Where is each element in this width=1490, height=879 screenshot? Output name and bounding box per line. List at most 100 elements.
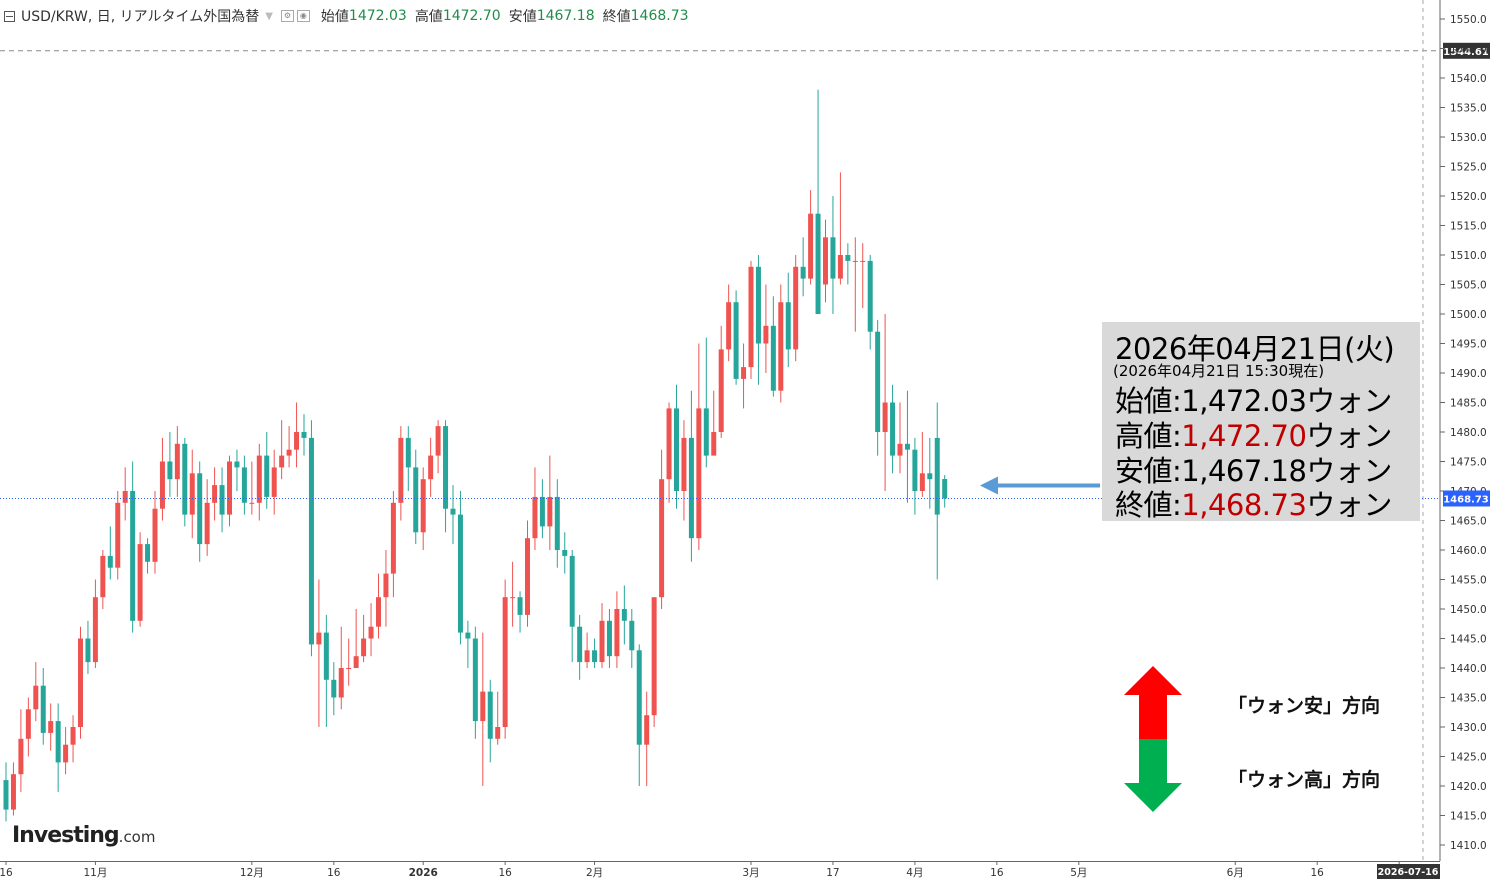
up-arrow	[1124, 666, 1182, 739]
candle-body	[525, 538, 530, 615]
candle-body	[25, 709, 31, 739]
x-tick-label: 5月	[1070, 867, 1087, 879]
info-high-label: 高値:	[1115, 419, 1182, 453]
y-tick-label: 1515.0	[1450, 221, 1487, 233]
x-tick-label: 2026	[409, 867, 438, 879]
y-tick-label: 1520.0	[1450, 191, 1487, 203]
candle-body	[644, 715, 650, 745]
investing-logo: Investing.com	[12, 823, 155, 848]
menu-icon[interactable]	[4, 10, 15, 22]
candle-body	[547, 496, 553, 527]
candle-body	[606, 620, 612, 657]
x-tick-label: 16	[0, 867, 13, 879]
candle-body	[674, 408, 679, 491]
ref-level-value: 1544.61	[1443, 47, 1489, 58]
candle-body	[308, 437, 314, 645]
candle-body	[10, 774, 16, 810]
candle-body	[539, 496, 545, 527]
candle-body	[718, 349, 724, 432]
candle-body	[584, 650, 590, 663]
candle-body	[629, 620, 635, 651]
eye-icon[interactable]: ◉	[296, 10, 310, 22]
candle-body	[405, 437, 411, 468]
y-tick-label: 1475.0	[1450, 457, 1487, 469]
candle-body	[867, 260, 873, 332]
candle-body	[897, 443, 903, 456]
candle-body	[353, 656, 359, 668]
y-tick-label: 1455.0	[1450, 575, 1487, 587]
candle-body	[63, 744, 69, 763]
settings-icon[interactable]: ⚙	[280, 10, 294, 22]
candle-body	[741, 367, 747, 379]
candle-body	[435, 426, 441, 456]
info-unit: ウォン	[1306, 419, 1392, 453]
candle-body	[271, 467, 277, 497]
candle-body	[726, 302, 732, 350]
candle-body	[800, 266, 806, 279]
high-value: 1472.70	[442, 8, 501, 24]
y-tick-label: 1510.0	[1450, 250, 1487, 262]
y-tick-label: 1525.0	[1450, 162, 1487, 174]
pointer-arrow	[980, 476, 1100, 495]
candle-body	[227, 461, 232, 515]
candle-body	[808, 213, 814, 279]
candle-body	[465, 632, 471, 639]
candle-body	[301, 432, 307, 438]
price-axis[interactable]: 1410.0 1415.0 1420.0 1425.0 1430.0 1435.0 1440…	[1440, 14, 1487, 852]
time-axis[interactable]: 1611月12月162026162月3月174月165月6月167月2026-0…	[0, 0, 1440, 879]
logo-brand: Investing	[12, 823, 120, 848]
candle-body	[763, 325, 769, 344]
candle-body	[569, 555, 575, 627]
x-end-label: 2026-07-16	[1378, 867, 1439, 878]
candle-body	[793, 266, 799, 350]
y-tick-label: 1410.0	[1450, 840, 1487, 852]
info-high-row: 高値:1,472.70ウォン	[1115, 413, 1392, 455]
candle-body	[837, 255, 843, 279]
candle-body	[212, 485, 218, 503]
y-tick-label: 1550.0	[1450, 14, 1487, 26]
chevron-down-icon[interactable]: ▼	[265, 10, 273, 22]
x-tick-label: 12月	[240, 867, 264, 879]
y-tick-label: 1450.0	[1450, 604, 1487, 616]
x-tick-label: 6月	[1227, 867, 1244, 879]
candle-body	[137, 544, 143, 621]
candle-body	[651, 597, 657, 716]
y-tick-label: 1415.0	[1450, 811, 1487, 823]
candle-body	[860, 260, 866, 262]
candle-body	[204, 502, 210, 545]
y-tick-label: 1480.0	[1450, 427, 1487, 439]
candle-body	[70, 727, 76, 745]
candle-body	[122, 491, 128, 503]
candles	[3, 89, 948, 822]
candle-body	[934, 437, 940, 515]
symbol-label[interactable]: USD/KRW, 日, リアルタイム外国為替	[21, 9, 260, 25]
candle-body	[92, 597, 98, 663]
candle-body	[264, 455, 270, 497]
candle-body	[219, 485, 225, 515]
candle-body	[532, 496, 538, 539]
candle-body	[882, 402, 888, 432]
candle-body	[383, 573, 389, 598]
candle-body	[592, 650, 598, 663]
candle-body	[182, 443, 188, 515]
candle-body	[450, 508, 456, 515]
low-value: 1467.18	[536, 8, 595, 24]
candle-body	[361, 638, 367, 657]
candle-body	[152, 508, 158, 562]
x-tick-label: 4月	[906, 867, 923, 879]
candle-body	[159, 461, 165, 509]
candle-body	[755, 266, 761, 344]
pointer-arrow-head	[980, 476, 998, 495]
candle-body	[472, 638, 478, 722]
y-tick-label: 1460.0	[1450, 545, 1487, 557]
candle-body	[815, 213, 821, 314]
x-tick-label: 16	[990, 867, 1004, 879]
candle-body	[681, 437, 687, 491]
candle-body	[18, 738, 24, 775]
y-tick-label: 1465.0	[1450, 516, 1487, 528]
info-open-label: 始値:	[1115, 384, 1182, 418]
close-label: 終値	[602, 9, 631, 25]
candle-body	[256, 455, 262, 503]
y-tick-label: 1495.0	[1450, 339, 1487, 351]
